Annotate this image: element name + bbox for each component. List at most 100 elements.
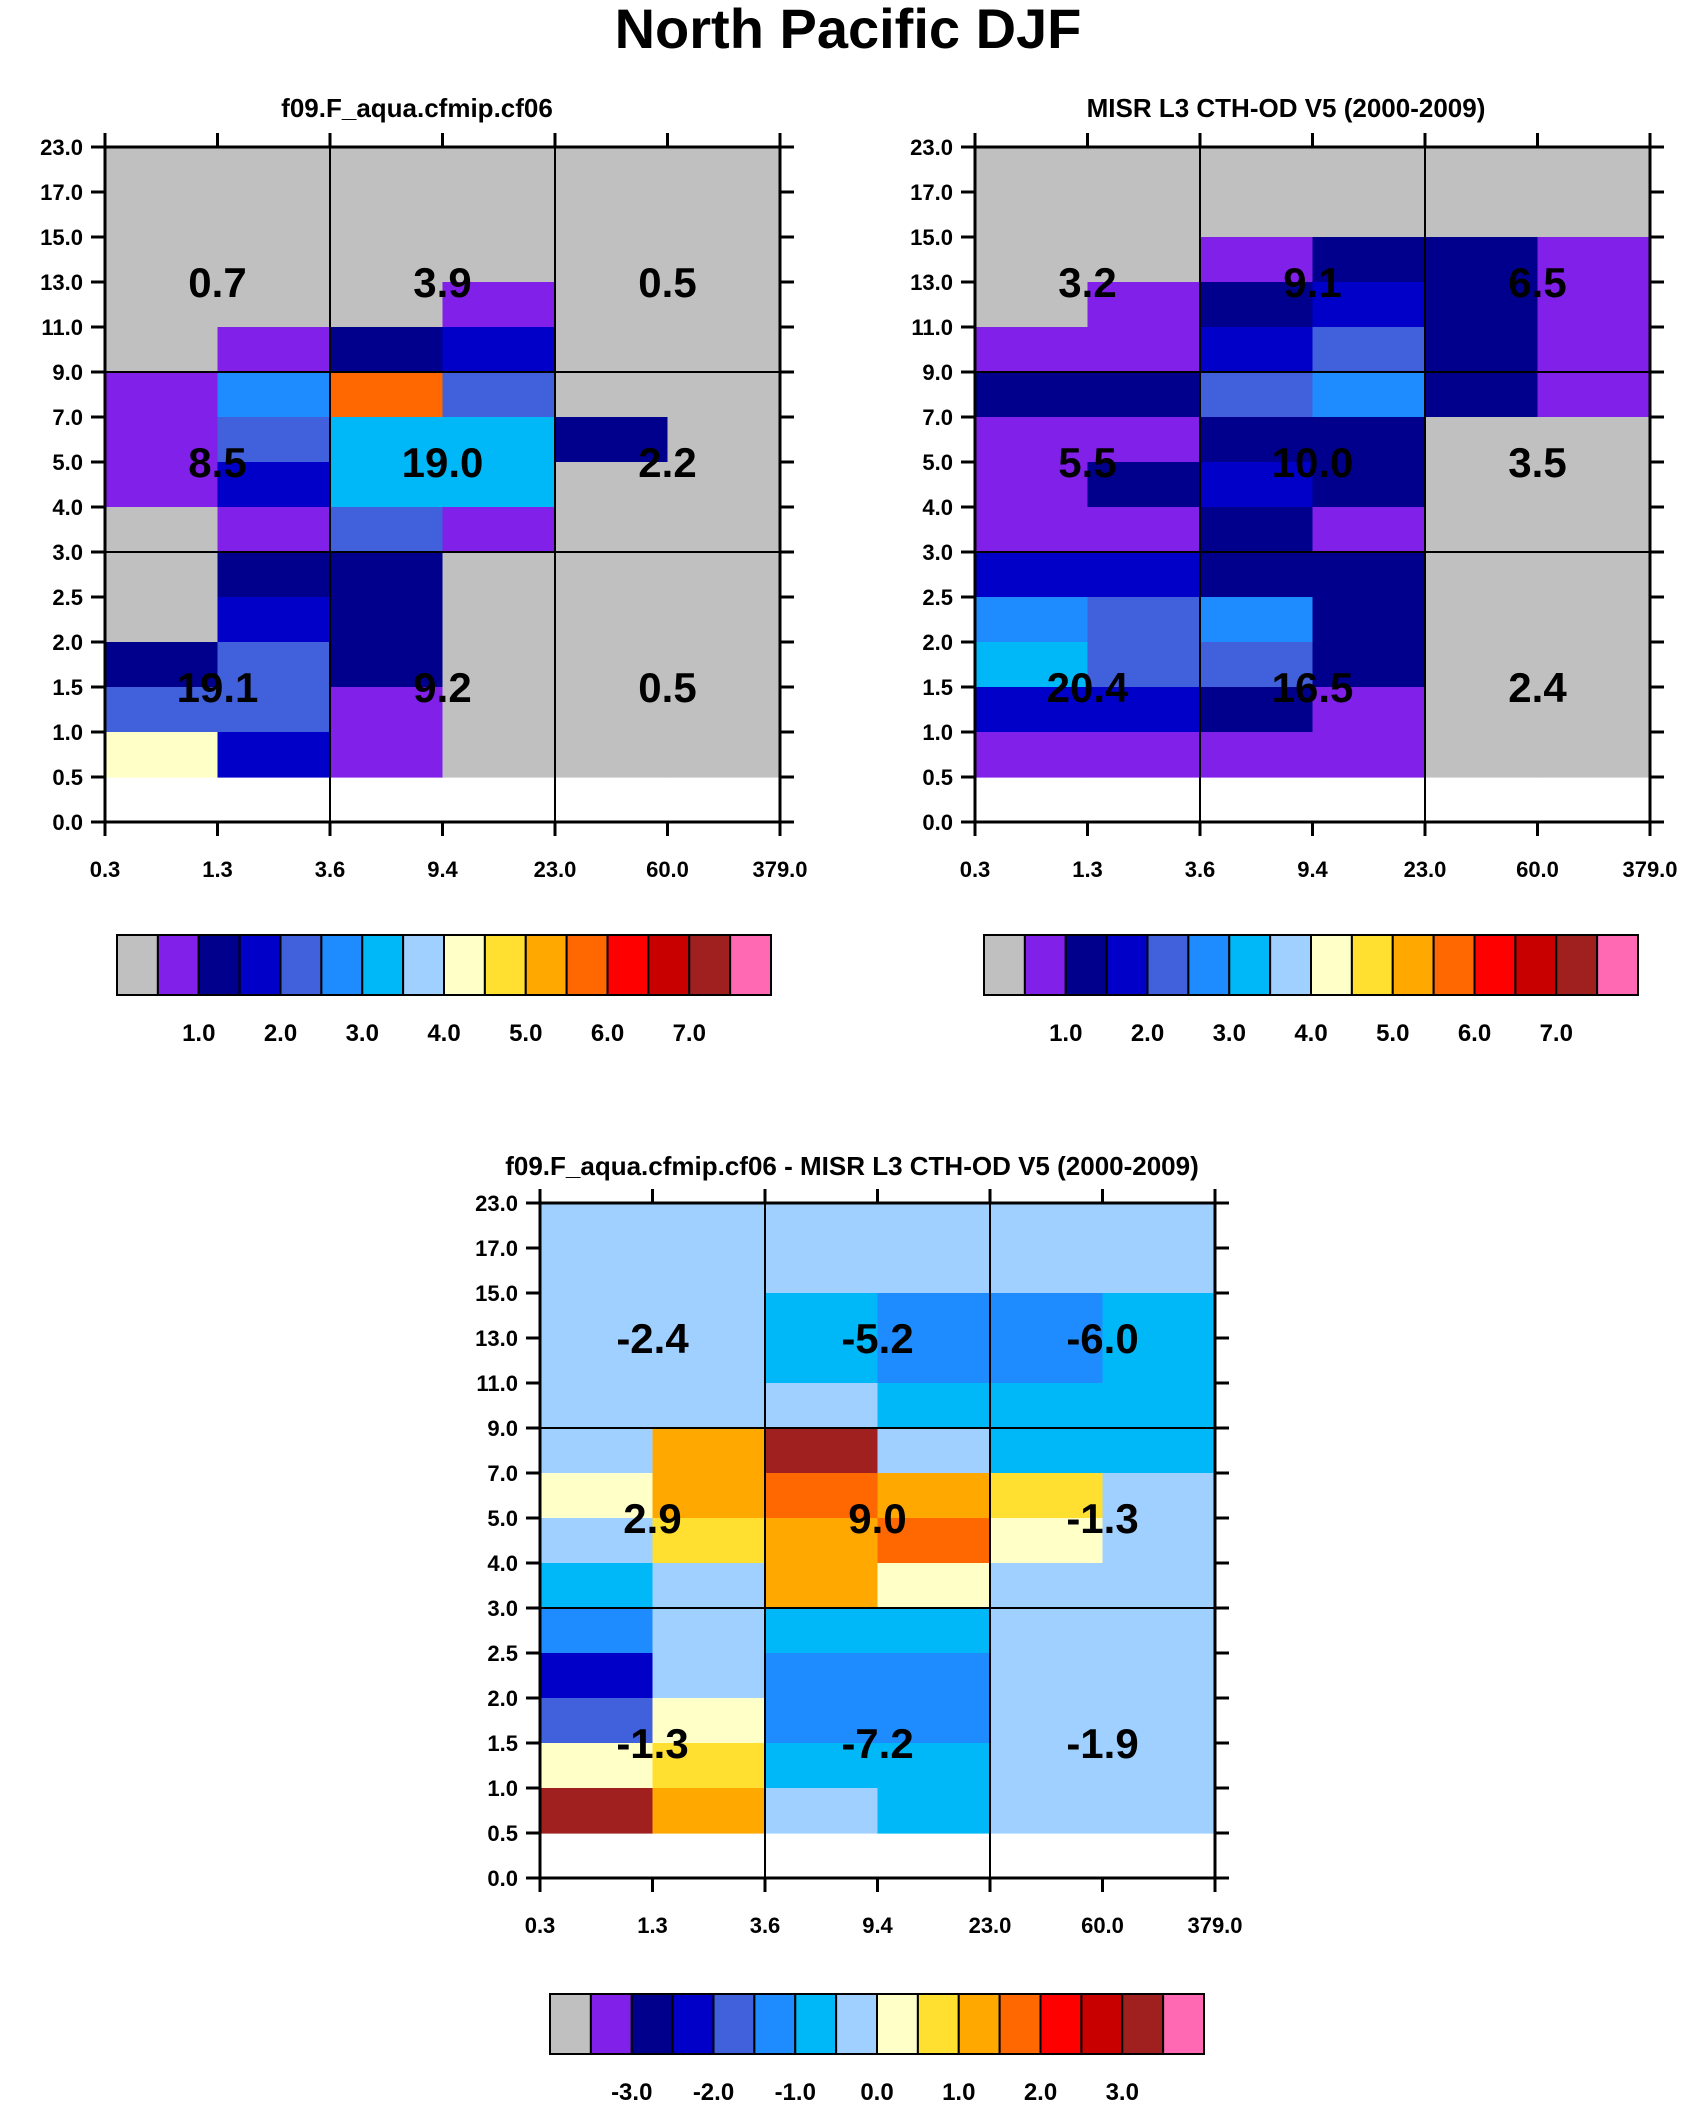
colorbar-swatch <box>483 934 527 996</box>
heatmap-cell <box>990 1653 1104 1699</box>
heatmap-cell <box>667 417 781 463</box>
y-tick-label: 3.0 <box>487 1596 518 1621</box>
heatmap-cell <box>540 1653 654 1699</box>
heatmap-cell <box>1102 1203 1216 1249</box>
heatmap-cell <box>667 237 781 283</box>
summary-value-label: 0.5 <box>638 259 696 306</box>
y-tick-label: 17.0 <box>475 1236 518 1261</box>
heatmap-cell <box>975 597 1089 643</box>
heatmap-cell <box>667 372 781 418</box>
x-tick-label: 1.3 <box>637 1913 668 1938</box>
heatmap-cell <box>540 1788 654 1834</box>
heatmap-cell <box>217 732 331 778</box>
y-tick-label: 2.0 <box>487 1686 518 1711</box>
heatmap-cell <box>990 1248 1104 1294</box>
y-tick-label: 1.5 <box>922 675 953 700</box>
heatmap-cell <box>1312 732 1426 778</box>
heatmap-cell <box>1200 552 1314 598</box>
heatmap-cell <box>975 192 1089 238</box>
summary-value-label: -7.2 <box>841 1720 913 1767</box>
heatmap-cell <box>1312 327 1426 373</box>
heatmap-cell <box>217 552 331 598</box>
colorbar-label: 2.0 <box>1131 1020 1164 1047</box>
heatmap-cell <box>1537 282 1651 328</box>
figure-title: North Pacific DJF <box>615 0 1082 60</box>
colorbar-swatch <box>156 934 200 996</box>
heatmap-cell <box>765 1428 879 1474</box>
colorbar-swatch <box>402 934 446 996</box>
colorbar-swatch <box>753 1993 797 2055</box>
heatmap-cell <box>877 1743 991 1789</box>
heatmap-cell <box>105 732 219 778</box>
heatmap-cell <box>667 642 781 688</box>
heatmap-cell <box>975 507 1089 553</box>
heatmap-cell <box>1087 507 1201 553</box>
heatmap-cell <box>1087 147 1201 193</box>
heatmap-cell <box>1537 237 1651 283</box>
colorbar-label: 3.0 <box>346 1020 379 1047</box>
heatmap-cell <box>765 1518 879 1564</box>
summary-value-label: 10.0 <box>1272 439 1354 486</box>
heatmap-cell <box>1087 552 1201 598</box>
heatmap-cell <box>1425 462 1539 508</box>
heatmap-cell <box>877 1203 991 1249</box>
colorbar-label: 2.0 <box>264 1020 297 1047</box>
heatmap-cell <box>765 1383 879 1429</box>
heatmap-cell <box>1312 372 1426 418</box>
y-tick-label: 11.0 <box>476 1371 518 1396</box>
x-tick-label: 23.0 <box>534 857 577 882</box>
colorbar-label: 6.0 <box>591 1020 624 1047</box>
summary-value-label: 2.9 <box>623 1495 681 1542</box>
heatmap-cell <box>1087 687 1201 733</box>
heatmap-cell <box>555 642 669 688</box>
colorbar-swatch <box>998 1993 1042 2055</box>
colorbar-label: 7.0 <box>1540 1020 1573 1047</box>
y-tick-label: 15.0 <box>40 225 83 250</box>
heatmap-cell <box>217 417 331 463</box>
heatmap-cell <box>105 552 219 598</box>
colorbar-swatch <box>1162 1993 1206 2055</box>
heatmap-cell <box>555 507 669 553</box>
colorbar-swatch <box>1187 934 1231 996</box>
colorbar-swatch <box>1269 934 1313 996</box>
x-tick-label: 1.3 <box>1072 857 1103 882</box>
heatmap-cell <box>442 597 556 643</box>
heatmap-cell <box>1200 507 1314 553</box>
colorbar-label: 1.0 <box>182 1020 215 1047</box>
heatmap-cell <box>652 1698 766 1744</box>
heatmap-cell <box>1087 372 1201 418</box>
heatmap-cell <box>105 237 219 283</box>
heatmap-cell <box>1425 192 1539 238</box>
heatmap-cell <box>990 1428 1104 1474</box>
heatmap-cell <box>1102 1383 1216 1429</box>
heatmap-cell <box>1537 507 1651 553</box>
heatmap-cell <box>1102 1473 1216 1519</box>
y-tick-label: 4.0 <box>52 495 83 520</box>
heatmap-cell <box>667 507 781 553</box>
heatmap-cell <box>105 462 219 508</box>
heatmap-cell <box>105 372 219 418</box>
colorbar-swatch <box>524 934 568 996</box>
x-tick-label: 23.0 <box>1404 857 1447 882</box>
heatmap-cell <box>990 1203 1104 1249</box>
heatmap-cell <box>1087 732 1201 778</box>
y-tick-label: 3.0 <box>922 540 953 565</box>
heatmap-cell <box>990 1518 1104 1564</box>
heatmap-cell <box>1425 372 1539 418</box>
heatmap-cell <box>877 1293 991 1339</box>
heatmap-cell <box>540 1383 654 1429</box>
heatmap-cell <box>1537 552 1651 598</box>
colorbar-swatch <box>197 934 241 996</box>
heatmap-cell <box>540 1203 654 1249</box>
x-tick-label: 23.0 <box>969 1913 1012 1938</box>
x-tick-label: 379.0 <box>1622 857 1677 882</box>
heatmap-cell <box>1200 462 1314 508</box>
summary-value-label: -1.3 <box>1066 1495 1138 1542</box>
heatmap-cell <box>1102 1338 1216 1384</box>
heatmap-cell <box>442 507 556 553</box>
y-tick-label: 5.0 <box>52 450 83 475</box>
heatmap-cell <box>877 1248 991 1294</box>
y-tick-label: 2.5 <box>52 585 83 610</box>
x-tick-label: 0.3 <box>960 857 991 882</box>
heatmap-cell <box>217 642 331 688</box>
